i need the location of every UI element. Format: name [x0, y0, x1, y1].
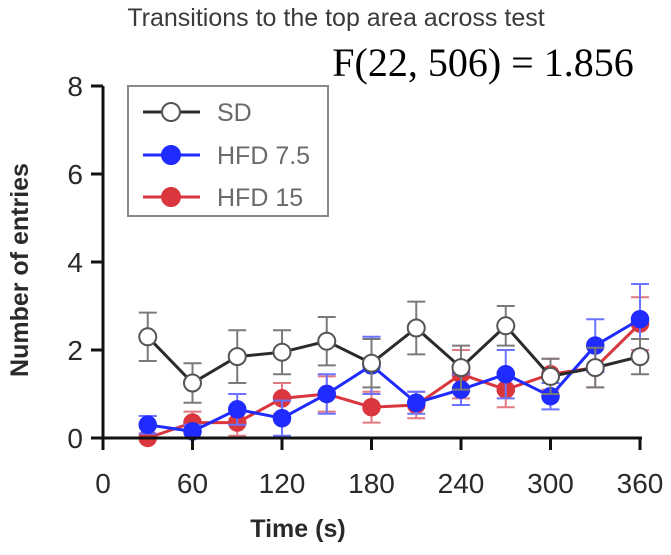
data-point [585, 358, 605, 378]
plot-area [138, 283, 650, 448]
y-tick-label: 2 [67, 335, 83, 366]
legend: SD HFD 7.5 HFD 15 [127, 85, 329, 217]
data-point [541, 366, 560, 386]
stats-annotation: F(22, 506) = 1.856 [332, 40, 633, 85]
legend-box [127, 85, 329, 217]
data-point [272, 342, 292, 362]
data-point [138, 415, 157, 435]
data-point [362, 397, 381, 417]
legend-marker [161, 102, 181, 122]
legend-label: HFD 15 [217, 184, 303, 212]
y-axis-label: Number of entries [6, 163, 34, 377]
legend-label: HFD 7.5 [217, 142, 310, 170]
data-point [451, 358, 471, 378]
x-tick-label: 360 [617, 468, 664, 499]
data-point [362, 353, 381, 373]
data-point [317, 331, 337, 351]
data-point [227, 347, 247, 367]
x-axis-label: Time (s) [250, 515, 345, 543]
x-tick-label: 300 [527, 468, 574, 499]
y-tick-label: 4 [67, 247, 83, 278]
x-axis-ticks: 0 60 120 180 240 300 360 [95, 438, 663, 499]
legend-item-sd: SD [143, 99, 252, 127]
chart-title: Transitions to the top area across test [127, 4, 544, 32]
y-tick-label: 8 [67, 71, 83, 102]
data-point [630, 347, 650, 367]
series-line [147, 317, 641, 433]
legend-item-hfd-15: HFD 15 [143, 184, 303, 212]
x-tick-label: 120 [259, 468, 306, 499]
data-point [496, 364, 515, 384]
x-tick-label: 60 [177, 468, 208, 499]
legend-marker [161, 187, 181, 207]
data-point [138, 327, 158, 347]
y-tick-label: 6 [67, 159, 83, 190]
data-point [317, 384, 336, 404]
data-point [496, 316, 516, 336]
legend-item-hfd-7-5: HFD 7.5 [143, 142, 310, 170]
data-point [228, 400, 247, 419]
legend-marker [161, 145, 181, 165]
legend-label: SD [217, 99, 252, 127]
x-tick-label: 0 [95, 468, 111, 499]
series-line [147, 322, 642, 440]
y-tick-label: 0 [67, 423, 83, 454]
data-point [407, 393, 426, 413]
y-axis-ticks: 0 2 4 6 8 [67, 71, 103, 454]
x-tick-label: 180 [348, 468, 395, 499]
x-tick-label: 240 [438, 468, 485, 499]
data-point [183, 373, 202, 393]
data-point [406, 318, 426, 338]
series-hfd-7-5 [138, 283, 650, 441]
series-line [146, 323, 641, 385]
series-sd [138, 300, 650, 404]
data-point [630, 309, 650, 329]
data-point [272, 408, 292, 428]
